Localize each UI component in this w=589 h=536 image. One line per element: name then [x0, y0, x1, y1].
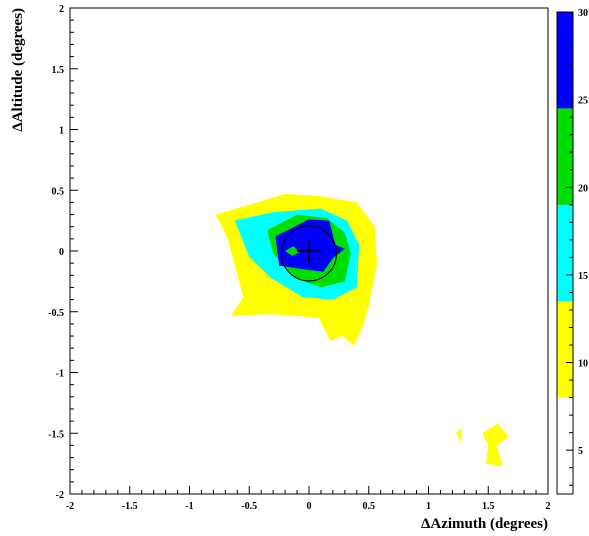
- colorbar-tick-label: 10: [578, 359, 588, 370]
- y-tick-label: -2: [56, 490, 64, 501]
- y-tick-label: 0: [59, 247, 64, 258]
- colorbar-tick-label: 25: [578, 96, 588, 107]
- colorbar-band-2: [557, 204, 573, 302]
- x-tick-label: 0.5: [363, 501, 376, 512]
- x-axis-title: ΔAzimuth (degrees): [421, 516, 548, 532]
- colorbar-frame: [556, 11, 574, 495]
- x-tick-label: 2: [546, 501, 551, 512]
- x-tick-label: 1.5: [482, 501, 495, 512]
- colorbar-band-3: [557, 108, 573, 205]
- colorbar-tick-label: 30: [578, 8, 588, 19]
- colorbar-band-4: [557, 12, 573, 109]
- y-tick-label: 1: [59, 126, 64, 137]
- x-tick-label: -0.5: [241, 501, 257, 512]
- colorbar-tick-label: 5: [578, 446, 583, 457]
- psf-circle: [281, 225, 337, 282]
- x-tick-label: -2: [66, 501, 74, 512]
- x-tick-label: 1: [426, 501, 431, 512]
- contour-level-8-1: [456, 427, 462, 442]
- y-tick-label: -1.5: [48, 429, 64, 440]
- y-axis-title: ΔAltitude (degrees): [10, 8, 26, 132]
- y-tick-label: 2: [59, 4, 64, 15]
- y-tick-label: 1.5: [52, 65, 65, 76]
- x-tick-label: -1.5: [122, 501, 138, 512]
- colorbar-band-0: [557, 397, 573, 494]
- contour-level-8-2: [482, 423, 509, 467]
- x-tick-label: 0: [307, 501, 312, 512]
- y-tick-label: -1: [56, 369, 64, 380]
- contour-level-19-6: [285, 246, 300, 256]
- colorbar-band-1: [557, 301, 573, 398]
- colorbar-tick-label: 15: [578, 271, 588, 282]
- colorbar-tick-label: 20: [578, 183, 588, 194]
- y-tick-label: 0.5: [52, 186, 65, 197]
- y-tick-label: -0.5: [48, 308, 64, 319]
- x-tick-label: -1: [185, 501, 193, 512]
